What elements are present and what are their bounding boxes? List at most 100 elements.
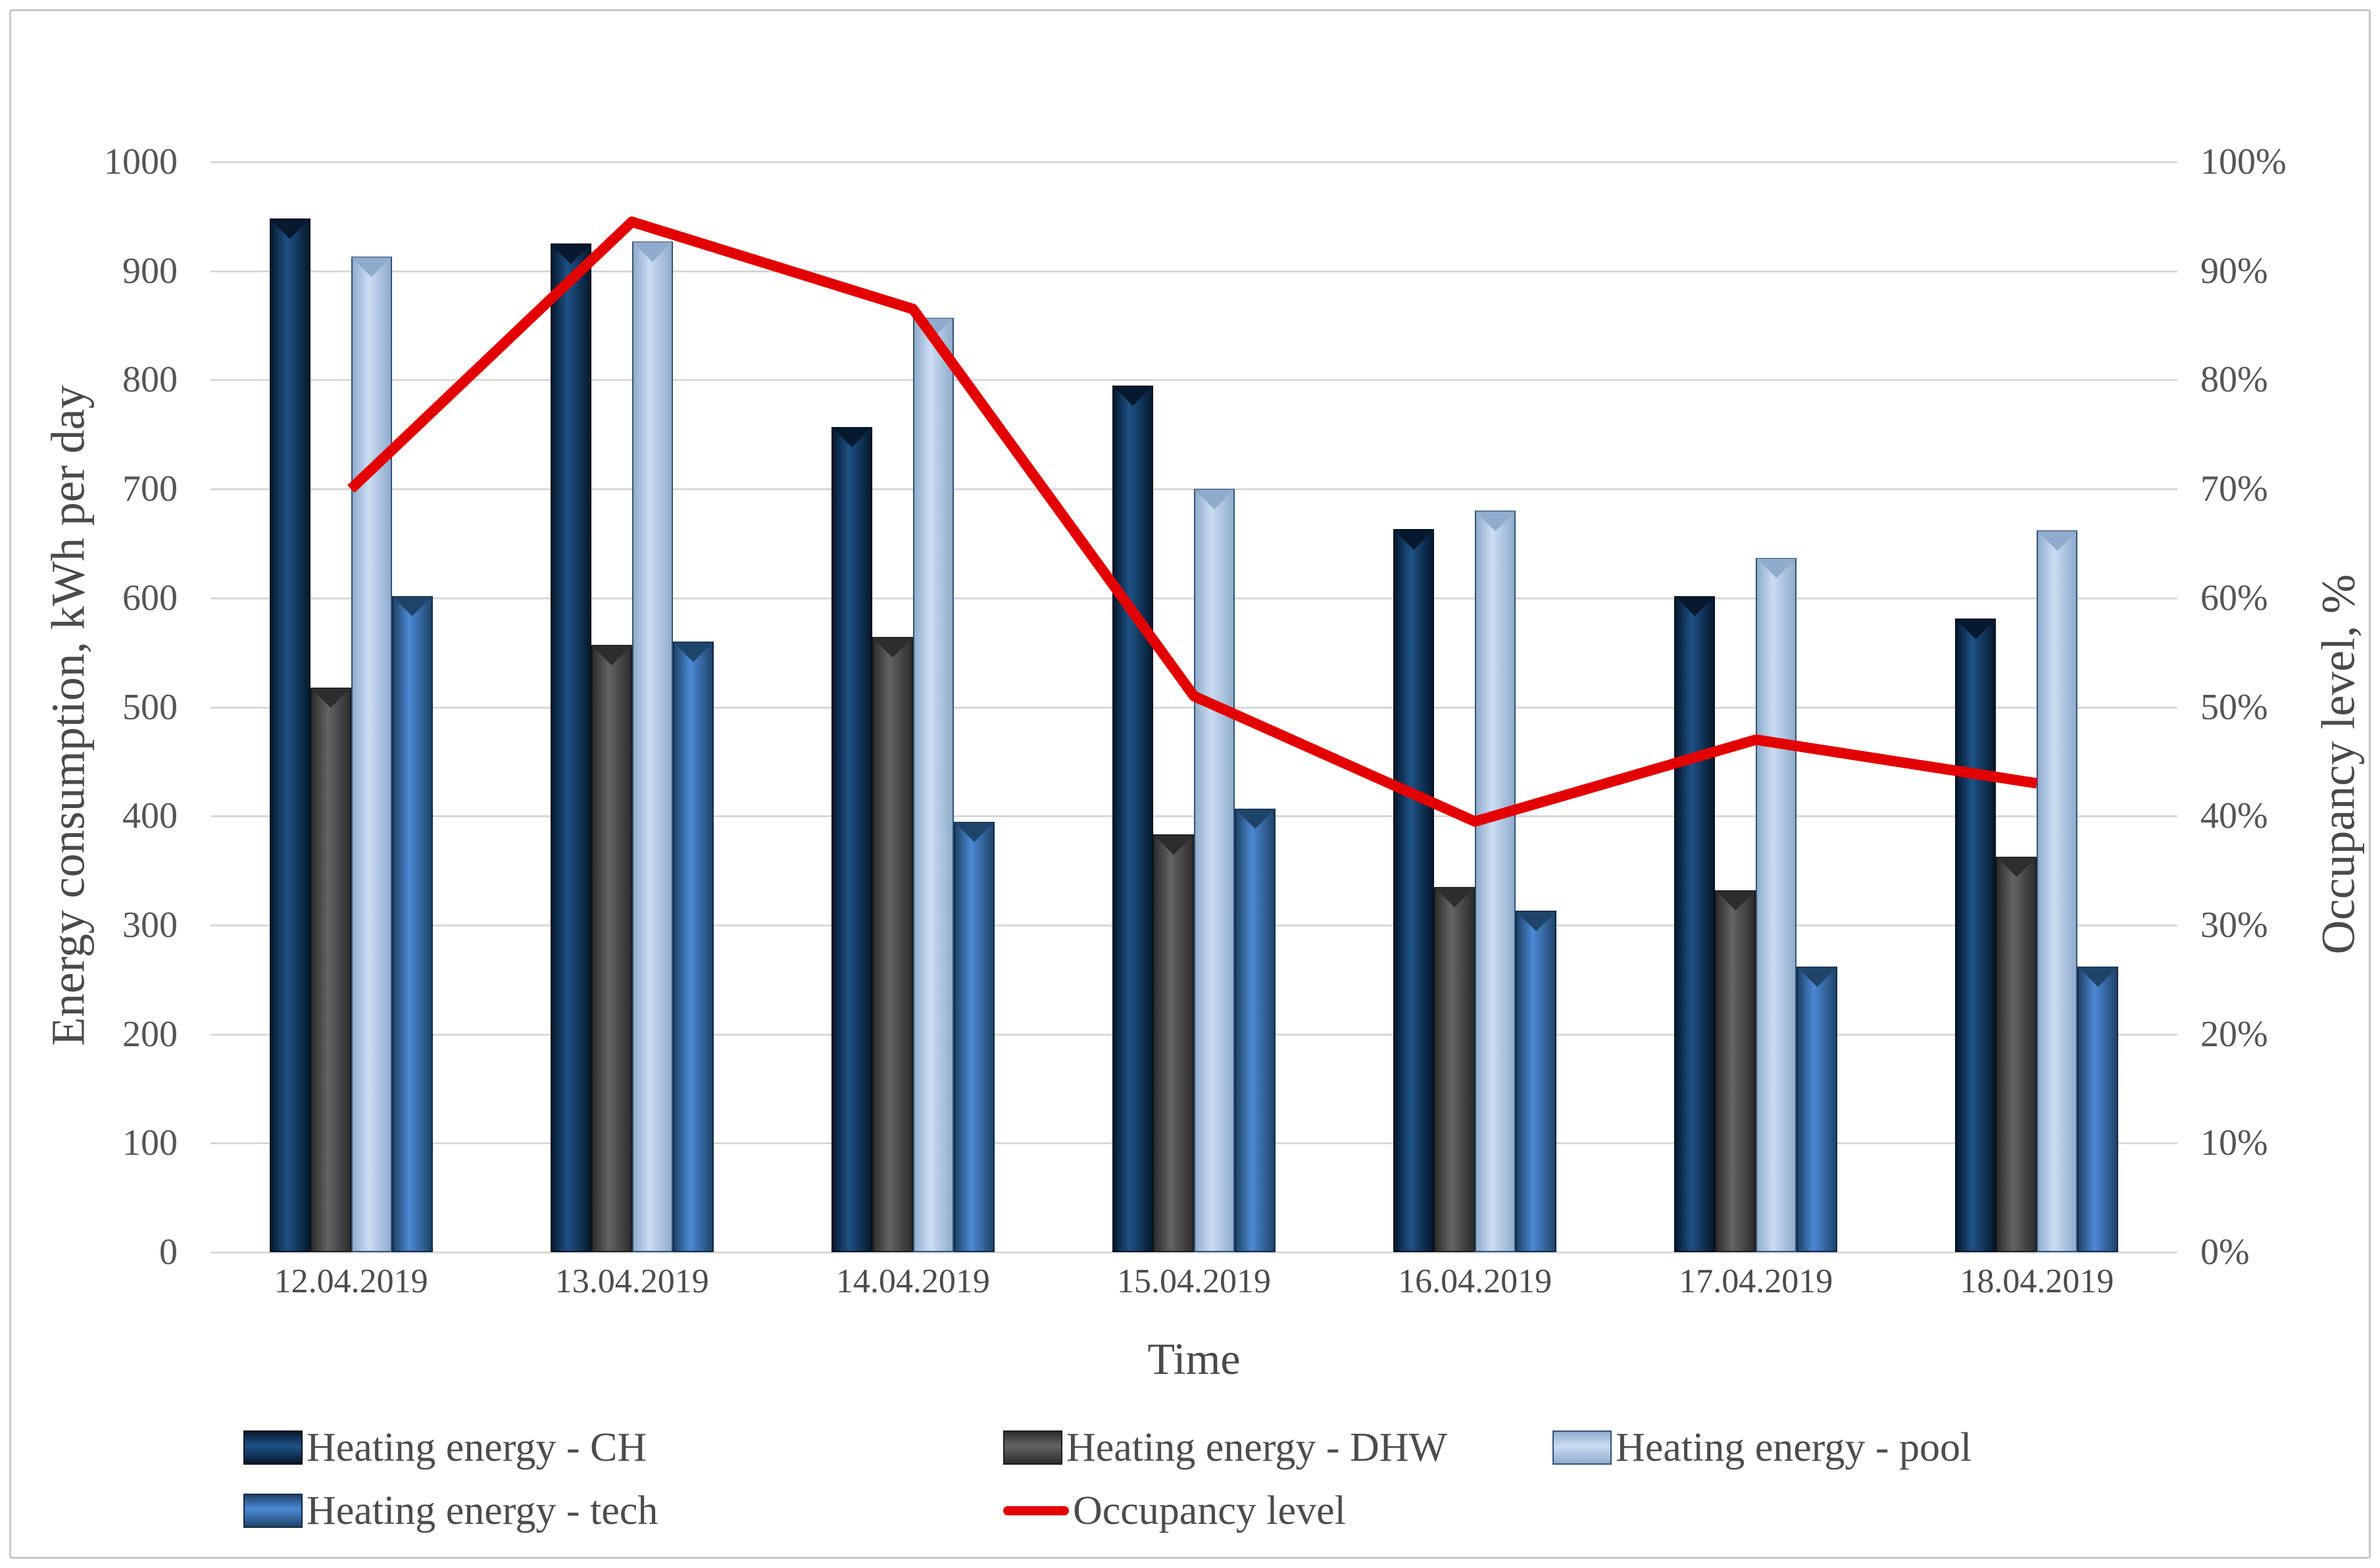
legend-label: Heating energy - tech: [307, 1488, 658, 1533]
right-tick-label: 60%: [2200, 577, 2268, 619]
right-axis-ticks: 100% 90% 80% 70% 60% 50% 40% 30% 20% 10% 0%: [2200, 143, 2371, 1271]
legend-label: Heating energy - CH: [307, 1425, 647, 1470]
right-tick-label: 20%: [2200, 1013, 2268, 1055]
bar-heating-energy-dhw-12.04.2019: [310, 687, 351, 1252]
bar-top-bevel: [1996, 857, 2037, 877]
bars-layer: [211, 162, 2177, 1252]
left-tick-label: 600: [122, 577, 178, 619]
plot-area: [211, 161, 2177, 1253]
category-group-16.04.2019: [1335, 162, 1616, 1252]
left-tick-label: 300: [122, 904, 178, 946]
category-group-15.04.2019: [1053, 162, 1334, 1252]
bar-top-bevel: [632, 241, 672, 262]
category-group-18.04.2019: [1897, 162, 2177, 1252]
bar-heating-energy-dhw-17.04.2019: [1715, 890, 1756, 1252]
legend-swatch-icon: [243, 1430, 303, 1465]
figure-border: [9, 9, 2371, 1559]
left-tick-label: 700: [122, 468, 178, 510]
x-tick-label-17.04.2019: 17.04.2019: [1679, 1263, 1833, 1300]
legend-item-heating-energy-tech: Heating energy - tech: [243, 1484, 658, 1537]
bar-top-bevel: [270, 219, 310, 240]
legend-row-1: Heating energy - CH Heating energy - DHW H…: [0, 1421, 2380, 1474]
bar-top-bevel: [2037, 531, 2077, 551]
left-tick-label: 200: [122, 1013, 178, 1055]
bar-heating-energy-tech-12.04.2019: [391, 595, 433, 1252]
legend-item-heating-energy-ch: Heating energy - CH: [243, 1421, 647, 1474]
bar-top-bevel: [392, 596, 432, 617]
left-tick-label: 500: [122, 686, 178, 728]
bar-heating-energy-pool-17.04.2019: [1756, 557, 1797, 1252]
bar-heating-energy-tech-16.04.2019: [1516, 911, 1557, 1252]
bar-top-bevel: [1435, 887, 1475, 907]
legend-line-icon: [1003, 1506, 1069, 1515]
bar-heating-energy-dhw-14.04.2019: [872, 637, 913, 1252]
x-tick-label-15.04.2019: 15.04.2019: [1116, 1263, 1271, 1300]
legend-label: Occupancy level: [1073, 1488, 1346, 1533]
x-tick-label-14.04.2019: 14.04.2019: [835, 1263, 990, 1300]
bar-heating-energy-ch-18.04.2019: [1955, 619, 1996, 1252]
category-group-13.04.2019: [491, 162, 772, 1252]
x-tick-label-16.04.2019: 16.04.2019: [1398, 1263, 1552, 1300]
bar-top-bevel: [1516, 911, 1556, 932]
bar-heating-energy-dhw-13.04.2019: [591, 645, 632, 1252]
left-tick-label: 0: [159, 1232, 178, 1273]
legend-swatch-icon: [1552, 1430, 1612, 1465]
left-tick-label: 900: [122, 250, 178, 291]
x-tick-label-13.04.2019: 13.04.2019: [555, 1263, 709, 1300]
right-tick-label: 50%: [2200, 686, 2268, 728]
gridline: [211, 161, 2177, 163]
bar-heating-energy-ch-12.04.2019: [269, 218, 310, 1252]
bar-top-bevel: [872, 638, 912, 658]
bar-top-bevel: [1194, 490, 1234, 510]
legend-swatch-icon: [1003, 1430, 1062, 1465]
right-tick-label: 10%: [2200, 1123, 2268, 1164]
bar-heating-energy-pool-14.04.2019: [912, 317, 954, 1252]
bar-top-bevel: [1797, 967, 1837, 987]
bar-top-bevel: [1112, 386, 1153, 406]
bar-heating-energy-pool-18.04.2019: [2037, 530, 2078, 1252]
bar-top-bevel: [1153, 835, 1193, 855]
legend-item-heating-energy-dhw: Heating energy - DHW: [1003, 1421, 1447, 1474]
bar-heating-energy-tech-17.04.2019: [1797, 966, 1838, 1252]
bar-heating-energy-ch-17.04.2019: [1674, 595, 1716, 1252]
bar-heating-energy-tech-18.04.2019: [2077, 966, 2119, 1252]
bar-top-bevel: [831, 427, 872, 447]
bar-top-bevel: [954, 822, 994, 842]
bar-heating-energy-tech-15.04.2019: [1234, 808, 1276, 1252]
right-tick-label: 80%: [2200, 359, 2268, 401]
bar-heating-energy-ch-13.04.2019: [550, 243, 591, 1252]
x-tick-label-12.04.2019: 12.04.2019: [274, 1263, 428, 1300]
bar-top-bevel: [673, 642, 713, 663]
right-tick-label: 30%: [2200, 904, 2268, 946]
legend-label: Heating energy - DHW: [1066, 1425, 1448, 1470]
legend-row-2: Heating energy - tech Occupancy level: [0, 1484, 2380, 1537]
right-tick-label: 0%: [2200, 1232, 2250, 1273]
gridline: [211, 1252, 2177, 1253]
bar-top-bevel: [913, 318, 953, 338]
bar-heating-energy-dhw-15.04.2019: [1153, 834, 1194, 1252]
bar-heating-energy-ch-14.04.2019: [831, 426, 872, 1252]
category-group-17.04.2019: [1616, 162, 1897, 1252]
legend-swatch-icon: [243, 1494, 303, 1528]
left-tick-label: 100: [122, 1123, 178, 1164]
x-axis-title: Time: [1147, 1334, 1241, 1384]
category-group-14.04.2019: [772, 162, 1053, 1252]
x-axis-labels: 12.04.2019 13.04.2019 14.04.2019 15.04.2019…: [211, 1262, 2177, 1301]
left-tick-label: 1000: [104, 141, 178, 182]
legend-item-heating-energy-pool: Heating energy - pool: [1552, 1421, 1971, 1474]
bar-top-bevel: [1394, 530, 1434, 550]
bar-heating-energy-ch-16.04.2019: [1393, 529, 1435, 1252]
bar-heating-energy-dhw-16.04.2019: [1434, 886, 1475, 1252]
bar-heating-energy-pool-16.04.2019: [1475, 511, 1516, 1252]
left-tick-label: 400: [122, 796, 178, 837]
left-tick-label: 800: [122, 359, 178, 401]
right-tick-label: 90%: [2200, 250, 2268, 291]
bar-top-bevel: [1956, 619, 1996, 640]
left-axis-ticks: 1000 900 800 700 600 500 400 300 200 100 0: [13, 143, 178, 1271]
bar-heating-energy-pool-13.04.2019: [632, 241, 673, 1252]
bar-top-bevel: [1675, 596, 1715, 617]
right-tick-label: 100%: [2200, 141, 2287, 182]
bar-heating-energy-ch-15.04.2019: [1112, 385, 1153, 1252]
category-group-12.04.2019: [211, 162, 491, 1252]
